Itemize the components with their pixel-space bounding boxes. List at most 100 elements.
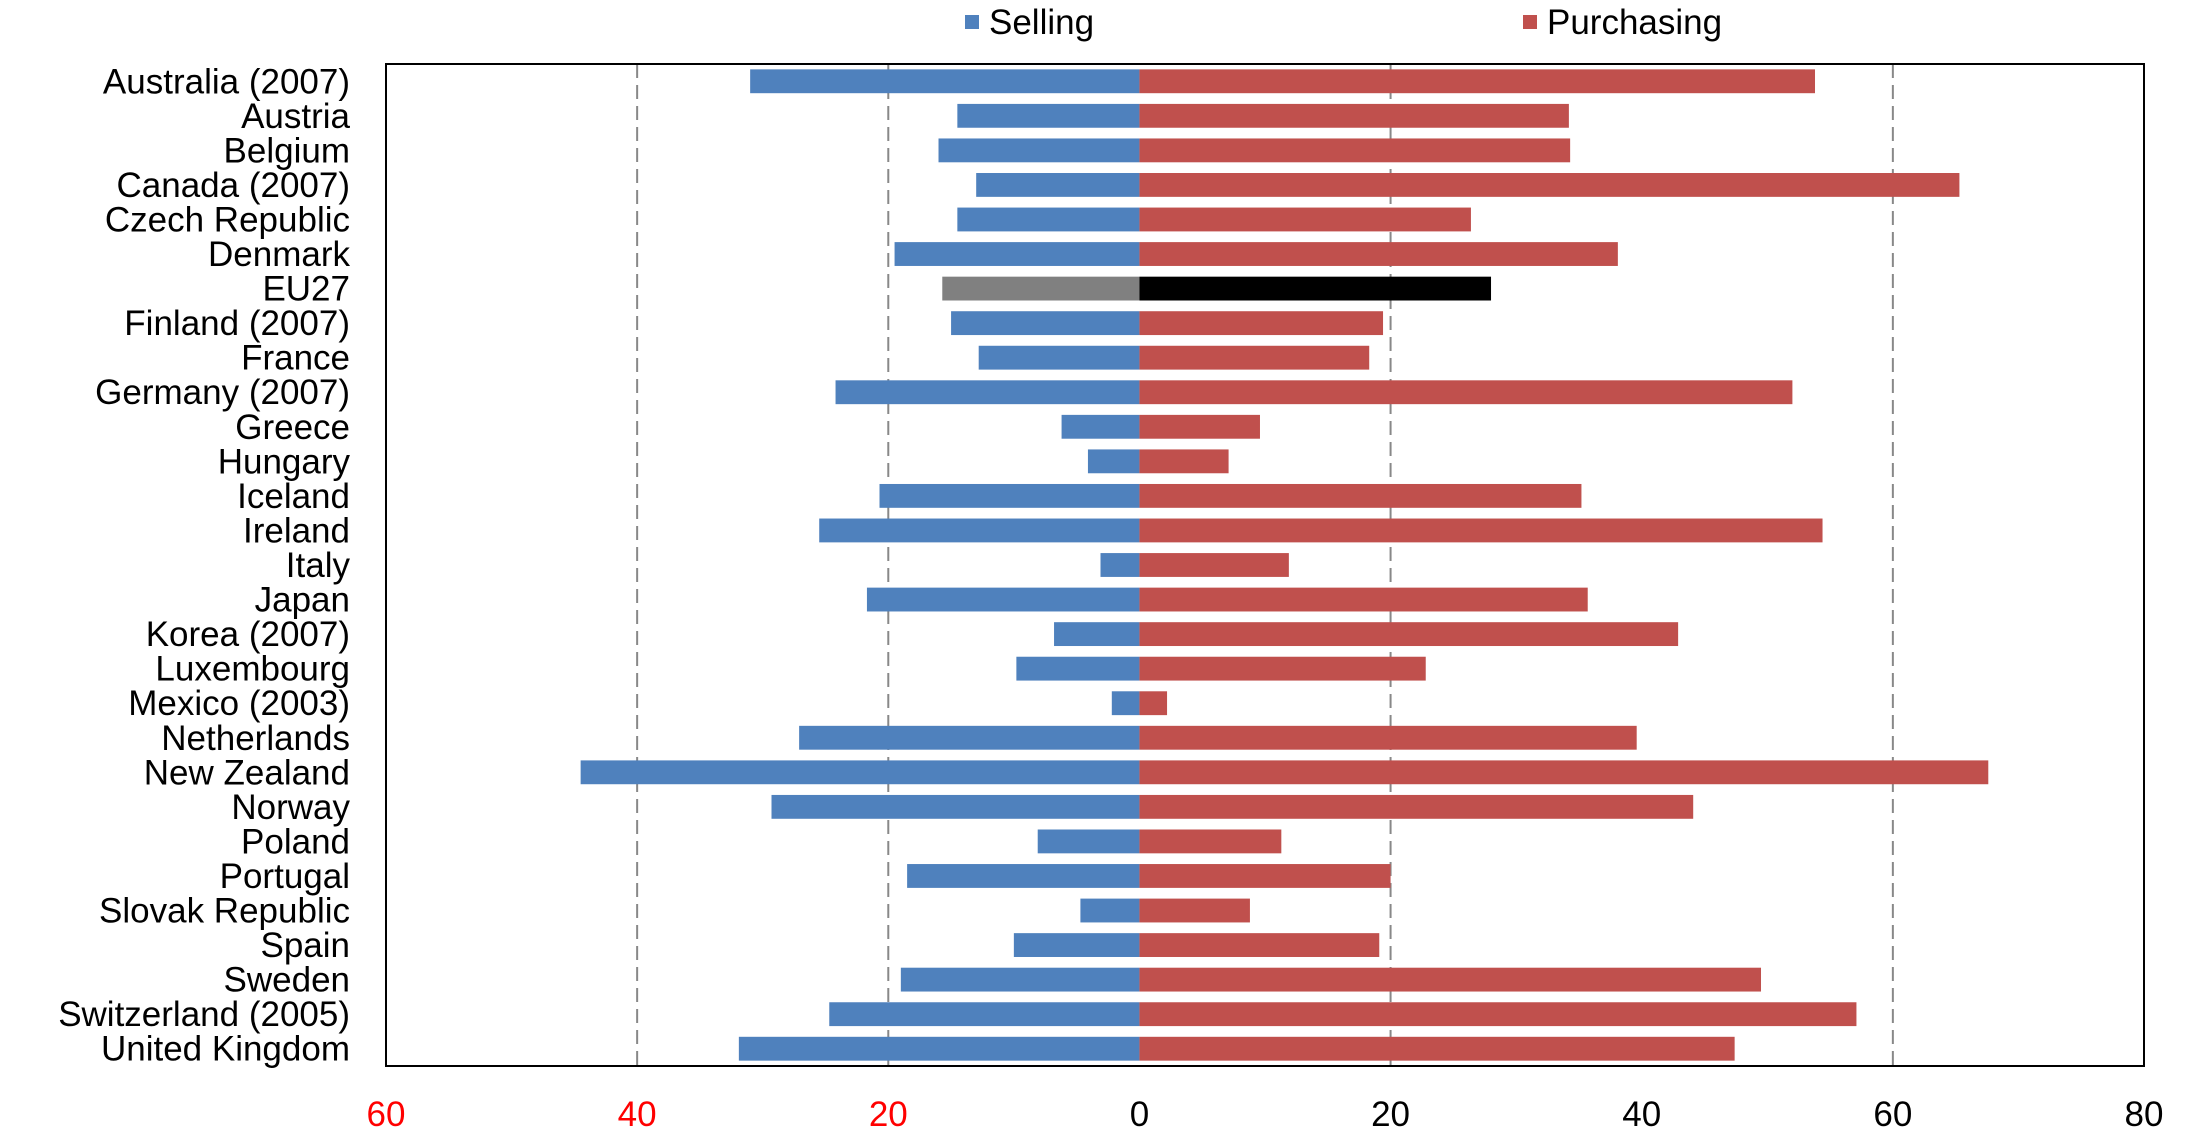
category-label: New Zealand (144, 753, 350, 792)
bar-selling (866, 587, 1140, 612)
bar-selling (580, 760, 1140, 785)
bar-purchasing (1139, 518, 1823, 543)
category-label: Denmark (208, 235, 350, 274)
bar-purchasing (1139, 656, 1426, 681)
legend-label: Selling (989, 3, 1094, 42)
bar-selling (1080, 898, 1140, 923)
x-tick-label: 60 (367, 1095, 406, 1131)
bar-selling (799, 725, 1140, 750)
legend-swatch (1523, 15, 1537, 29)
legend-label: Purchasing (1547, 3, 1722, 42)
bar-selling (907, 864, 1140, 888)
bar-purchasing (1139, 173, 1960, 197)
category-label: Sweden (224, 961, 350, 1000)
x-tick-label: 80 (2125, 1095, 2164, 1131)
bar-selling (750, 69, 1140, 94)
category-label: EU27 (262, 270, 350, 309)
bar-selling (835, 380, 1140, 405)
bar-selling (819, 518, 1140, 543)
bar-selling (1100, 553, 1140, 577)
bar-selling (1037, 829, 1140, 854)
category-label: Austria (241, 97, 350, 136)
bar-purchasing (1139, 69, 1816, 94)
bar-selling (900, 967, 1140, 992)
plot-frame (385, 63, 2145, 1067)
bar-selling (771, 794, 1140, 819)
legend-swatch (965, 15, 979, 29)
bar-purchasing (1139, 587, 1588, 612)
bar-purchasing (1139, 276, 1492, 301)
bar-purchasing (1139, 864, 1391, 888)
bar-selling (951, 311, 1140, 336)
bar-selling (1087, 449, 1140, 474)
bar-selling (1054, 622, 1140, 647)
bar-purchasing (1139, 414, 1260, 439)
bar-purchasing (1139, 553, 1289, 577)
category-label: Australia (2007) (103, 62, 350, 101)
bar-selling (938, 138, 1140, 163)
category-label: Iceland (237, 477, 350, 516)
category-label: Greece (235, 408, 350, 447)
bar-purchasing (1139, 691, 1168, 716)
bar-purchasing (1139, 311, 1384, 336)
bar-selling (976, 173, 1140, 197)
bar-purchasing (1139, 967, 1762, 992)
bar-purchasing (1139, 829, 1282, 854)
bar-purchasing (1139, 794, 1694, 819)
bar-purchasing (1139, 380, 1793, 405)
category-label: Spain (260, 926, 350, 965)
bar-purchasing (1139, 622, 1679, 647)
x-tick-label: 40 (618, 1095, 657, 1131)
category-label: Norway (231, 788, 350, 827)
category-label: Italy (286, 546, 351, 585)
bar-selling (942, 276, 1140, 301)
bar-selling (957, 103, 1140, 128)
category-label: Switzerland (2005) (58, 995, 350, 1034)
legend: Selling Purchasing (965, 3, 1722, 42)
bar-purchasing (1139, 725, 1637, 750)
bar-selling (829, 1002, 1140, 1027)
bar-selling (1016, 656, 1140, 681)
bar-purchasing (1139, 138, 1571, 163)
bars (580, 69, 1989, 1061)
bar-purchasing (1139, 103, 1569, 128)
category-label: Canada (2007) (117, 166, 351, 205)
x-tick-labels: 60 40 20 0 20 40 60 80 (367, 1095, 2164, 1131)
bar-purchasing (1139, 483, 1582, 508)
category-label: Korea (2007) (146, 615, 350, 654)
bar-selling (978, 345, 1140, 370)
category-label: Mexico (2003) (128, 684, 350, 723)
bar-selling (1013, 933, 1140, 957)
x-tick-label: 0 (1130, 1095, 1149, 1131)
x-tick-label: 40 (1622, 1095, 1661, 1131)
category-label: Netherlands (161, 719, 350, 758)
category-label: Ireland (243, 511, 350, 550)
bar-purchasing (1139, 345, 1370, 370)
bar-purchasing (1139, 1002, 1857, 1027)
category-label: Hungary (218, 442, 351, 481)
category-label: Japan (255, 581, 350, 620)
x-tick-label: 20 (869, 1095, 908, 1131)
bar-selling (894, 242, 1140, 266)
bar-purchasing (1139, 933, 1380, 957)
category-label: Belgium (224, 131, 350, 170)
x-tick-label: 60 (1873, 1095, 1912, 1131)
bar-purchasing (1139, 760, 1989, 785)
bar-selling (957, 207, 1140, 232)
x-tick-label: 20 (1371, 1095, 1410, 1131)
bar-purchasing (1139, 1036, 1735, 1061)
bar-selling (1111, 691, 1140, 716)
bar-selling (1061, 414, 1140, 439)
bar-purchasing (1139, 449, 1229, 474)
bar-selling (879, 483, 1140, 508)
bar-selling (738, 1036, 1140, 1061)
category-label: Germany (2007) (95, 373, 350, 412)
category-label: Poland (241, 822, 350, 861)
category-label: Slovak Republic (99, 892, 350, 931)
category-label: United Kingdom (101, 1030, 350, 1069)
category-label: Czech Republic (105, 200, 350, 239)
category-label: France (241, 339, 350, 378)
